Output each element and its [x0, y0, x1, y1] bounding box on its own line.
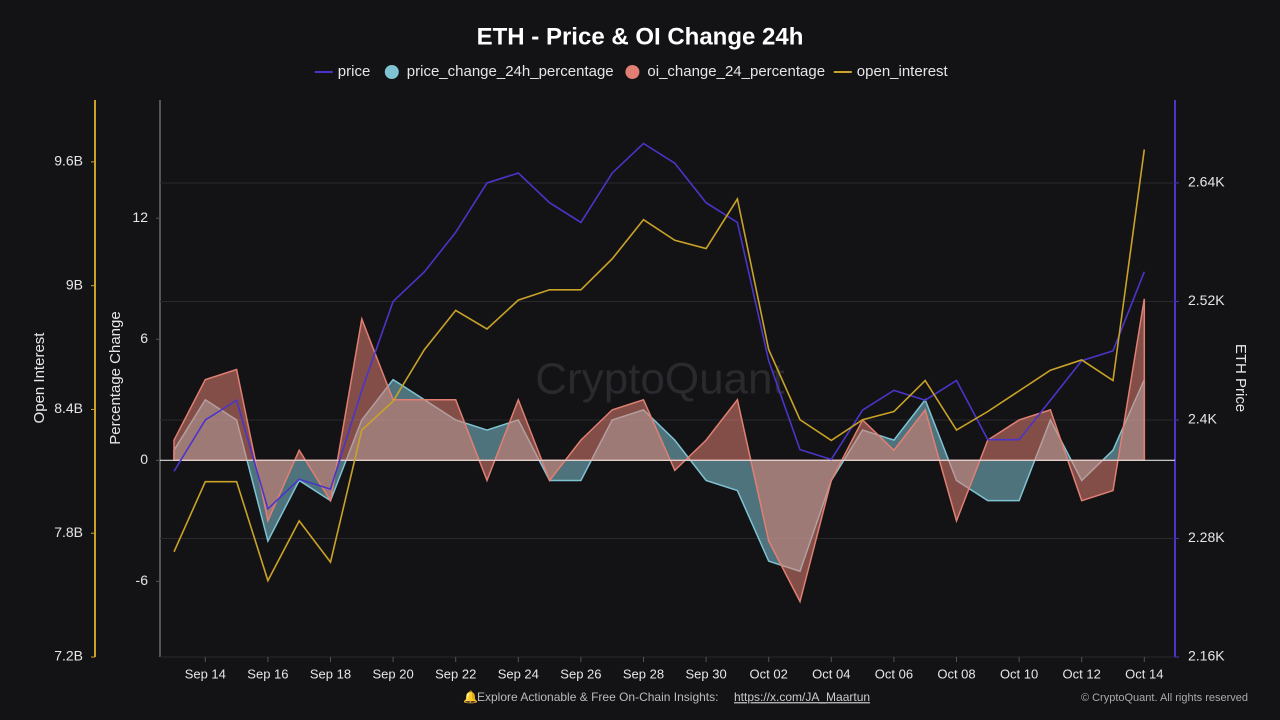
copyright: © CryptoQuant. All rights reserved: [1081, 692, 1248, 704]
area: [173, 298, 1146, 604]
legend-item: price_change_24h_percentage: [384, 63, 614, 80]
y-tick-label: 0: [140, 451, 148, 467]
y3-tick-label: 7.8B: [54, 524, 83, 540]
watermark: CryptoQuant: [535, 355, 784, 404]
y-tick-label: -6: [136, 572, 149, 588]
y-axis-label: Percentage Change: [107, 311, 124, 444]
legend-item: open_interest: [833, 63, 949, 80]
bell-icon: 🔔: [463, 690, 478, 704]
footer-text: Explore Actionable & Free On-Chain Insig…: [477, 690, 718, 704]
y-tick-label: 6: [140, 330, 148, 346]
y2-tick-label: 2.28K: [1188, 529, 1225, 545]
legend-marker: [384, 65, 399, 79]
y3-tick-label: 9B: [66, 276, 83, 292]
x-tick-label: Sep 20: [372, 666, 413, 681]
x-tick-label: Oct 06: [875, 666, 913, 681]
legend-item: price: [314, 63, 371, 80]
legend-item: oi_change_24_percentage: [625, 63, 825, 80]
x-tick-label: Sep 18: [310, 666, 351, 681]
y2-axis-label: ETH Price: [1232, 344, 1249, 412]
y2-tick-label: 2.52K: [1188, 292, 1225, 308]
x-tick-label: Oct 08: [937, 666, 975, 681]
y3-tick-label: 7.2B: [54, 648, 83, 664]
y2-tick-label: 2.16K: [1188, 648, 1225, 664]
x-tick-label: Sep 24: [498, 666, 539, 681]
x-tick-label: Oct 12: [1063, 666, 1101, 681]
x-tick-label: Sep 22: [435, 666, 476, 681]
y3-tick-label: 8.4B: [54, 400, 83, 416]
y2-tick-label: 2.64K: [1188, 174, 1225, 190]
x-tick-label: Sep 16: [247, 666, 288, 681]
x-tick-label: Sep 14: [185, 666, 226, 681]
x-tick-label: Sep 28: [623, 666, 664, 681]
legend-label: open_interest: [857, 63, 949, 80]
line: [173, 149, 1146, 583]
y3-axis-label: Open Interest: [31, 332, 48, 424]
legend-label: price_change_24h_percentage: [407, 63, 614, 80]
x-tick-label: Oct 10: [1000, 666, 1038, 681]
legend-label: oi_change_24_percentage: [647, 63, 825, 80]
footer-link[interactable]: https://x.com/JA_Maartun: [734, 690, 870, 704]
x-tick-label: Oct 02: [750, 666, 788, 681]
y-tick-label: 12: [132, 209, 148, 225]
x-tick-label: Sep 30: [685, 666, 726, 681]
x-tick-label: Oct 14: [1125, 666, 1163, 681]
legend-label: price: [338, 63, 371, 80]
y3-tick-label: 9.6B: [54, 153, 83, 169]
line: [173, 142, 1146, 511]
x-tick-label: Oct 04: [812, 666, 850, 681]
legend-marker: [625, 65, 640, 79]
chart-title: ETH - Price & OI Change 24h: [477, 23, 804, 50]
x-tick-label: Sep 26: [560, 666, 601, 681]
y2-tick-label: 2.4K: [1188, 411, 1217, 427]
